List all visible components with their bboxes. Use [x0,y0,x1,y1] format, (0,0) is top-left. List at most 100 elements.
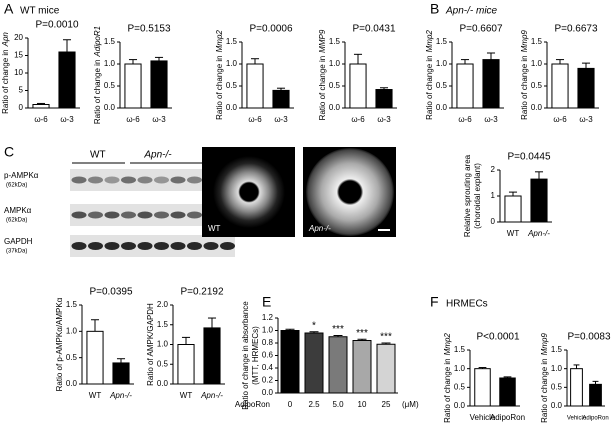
blot-band [154,176,169,184]
p-value: P=0.6673 [554,24,598,35]
y-axis-label: (MTT, HRMECs) [251,326,260,385]
y-axis-label-text: Ratio of change in [540,358,549,423]
blot-band [104,211,120,219]
y-tick-label: 10 [14,68,23,77]
y-tick-label: 1.0 [454,364,466,373]
x-axis-unit: (μM) [402,400,419,409]
x-tick-label: ω-6 [248,115,262,124]
panel-letter: C [4,144,14,160]
bar [112,362,130,385]
significance: * [312,320,316,331]
y-tick-label: 0.5 [551,382,563,391]
y-axis-label-gene: Mmp9 [540,333,549,356]
panel-letter: B [430,1,439,17]
x-tick-label: ω-6 [351,115,365,124]
x-tick-label: Vehicle [470,413,496,422]
y-tick-label: 0.5 [66,353,78,362]
p-value: P=0.6607 [459,24,503,35]
y-tick-label: 1.0 [262,326,274,335]
blot-band [121,242,136,250]
significance: *** [332,324,344,335]
blot-row-name: p-AMPKα [4,171,39,180]
x-tick-label: 0 [288,400,293,409]
y-axis-label: Ratio of change in Mmp2 [425,30,434,120]
y-tick-label: 1.5 [104,37,116,46]
y-tick-label: 0.0 [104,103,116,112]
y-tick-label: 1.5 [66,300,78,309]
blot-row-size: (37kDa) [6,249,27,255]
y-tick-label: 0.0 [262,388,274,397]
x-tick-label: ω-6 [126,115,140,124]
y-axis-label-text: Ratio of change in absorbance [241,301,250,410]
blot-band [137,211,153,219]
explant-sprouting [306,148,394,236]
y-axis-label-gene: Mmp2 [215,30,224,53]
p-value: P=0.0083 [567,332,611,343]
bar [474,368,491,407]
y-axis-label: Ratio of change in Mmp2 [215,30,224,120]
y-axis-label-text: Ratio of change in [520,55,529,120]
y-tick-label: 1.0 [66,326,78,335]
p-value: P=0.0395 [89,287,133,298]
y-tick-label: 1.5 [454,345,466,354]
x-tick-label: 5.0 [332,400,344,409]
blot-group: Apn-/- [143,150,172,161]
y-tick-label: 0.0 [551,401,563,410]
y-axis-label-text: Ratio of change in [215,55,224,120]
blot-group: WT [90,150,106,161]
y-tick-label: 0.5 [454,382,466,391]
y-tick-label: 0.0 [436,103,448,112]
y-axis-label: Ratio of change in Mmp2 [443,333,452,423]
y-tick-label: 1.5 [436,37,448,46]
y-tick-label: 1.0 [157,340,169,349]
y-tick-label: 1.5 [329,37,341,46]
y-tick-label: 0.6 [262,351,274,360]
y-axis-label: Ratio of AMPK/GAPDH [146,303,155,386]
p-value: P<0.0001 [476,332,520,343]
blot-band [187,176,202,184]
y-tick-label: 0 [19,103,24,112]
y-tick-label: 15 [14,51,23,60]
blot-band [203,242,219,250]
blot-band [104,176,120,184]
y-axis-label-gene: Mmp2 [443,333,452,356]
y-tick-label: 0.5 [329,81,341,90]
explant-sprouting [213,156,285,228]
y-tick-label: 0.5 [157,359,169,368]
y-axis-label-text: Ratio of change in [93,60,102,125]
x-tick-label: AdipoRon [490,413,525,422]
y-axis-label: Ratio of change in MMP9 [318,29,327,120]
bar [203,327,221,385]
x-tick-label: ω-3 [60,115,74,124]
blot-row-size: (62kDa) [6,218,27,224]
y-axis-label: Ratio of change in Mmp9 [520,30,529,120]
bar [124,63,142,109]
y-axis-label-text: (choroidal explant) [473,163,482,229]
blot-band [121,211,136,219]
x-tick-label: WT [180,391,193,400]
y-tick-label: 1.0 [551,364,563,373]
bar [375,89,393,109]
y-tick-label: 1.0 [104,59,116,68]
y-axis-label: Ratio of change in Mmp9 [540,333,549,423]
bar [504,195,522,223]
y-tick-label: 0.0 [66,379,78,388]
y-axis-label: Ratio of change in AdipoR1 [93,26,102,124]
y-tick-label: 0 [491,217,496,226]
blot-band [170,211,186,219]
bar [328,336,348,394]
significance: *** [356,328,368,339]
blot-band [88,211,103,219]
bar [551,63,569,109]
x-tick-label: ω-6 [553,115,567,124]
y-tick-label: 20 [14,33,23,42]
blot-band [154,211,169,219]
blot-band [170,176,186,184]
y-tick-label: 1.5 [531,37,543,46]
blot-band [71,176,87,184]
blot-band [220,242,235,250]
panel-header: Apn-/- mice [445,6,498,17]
blot-band [88,242,103,250]
